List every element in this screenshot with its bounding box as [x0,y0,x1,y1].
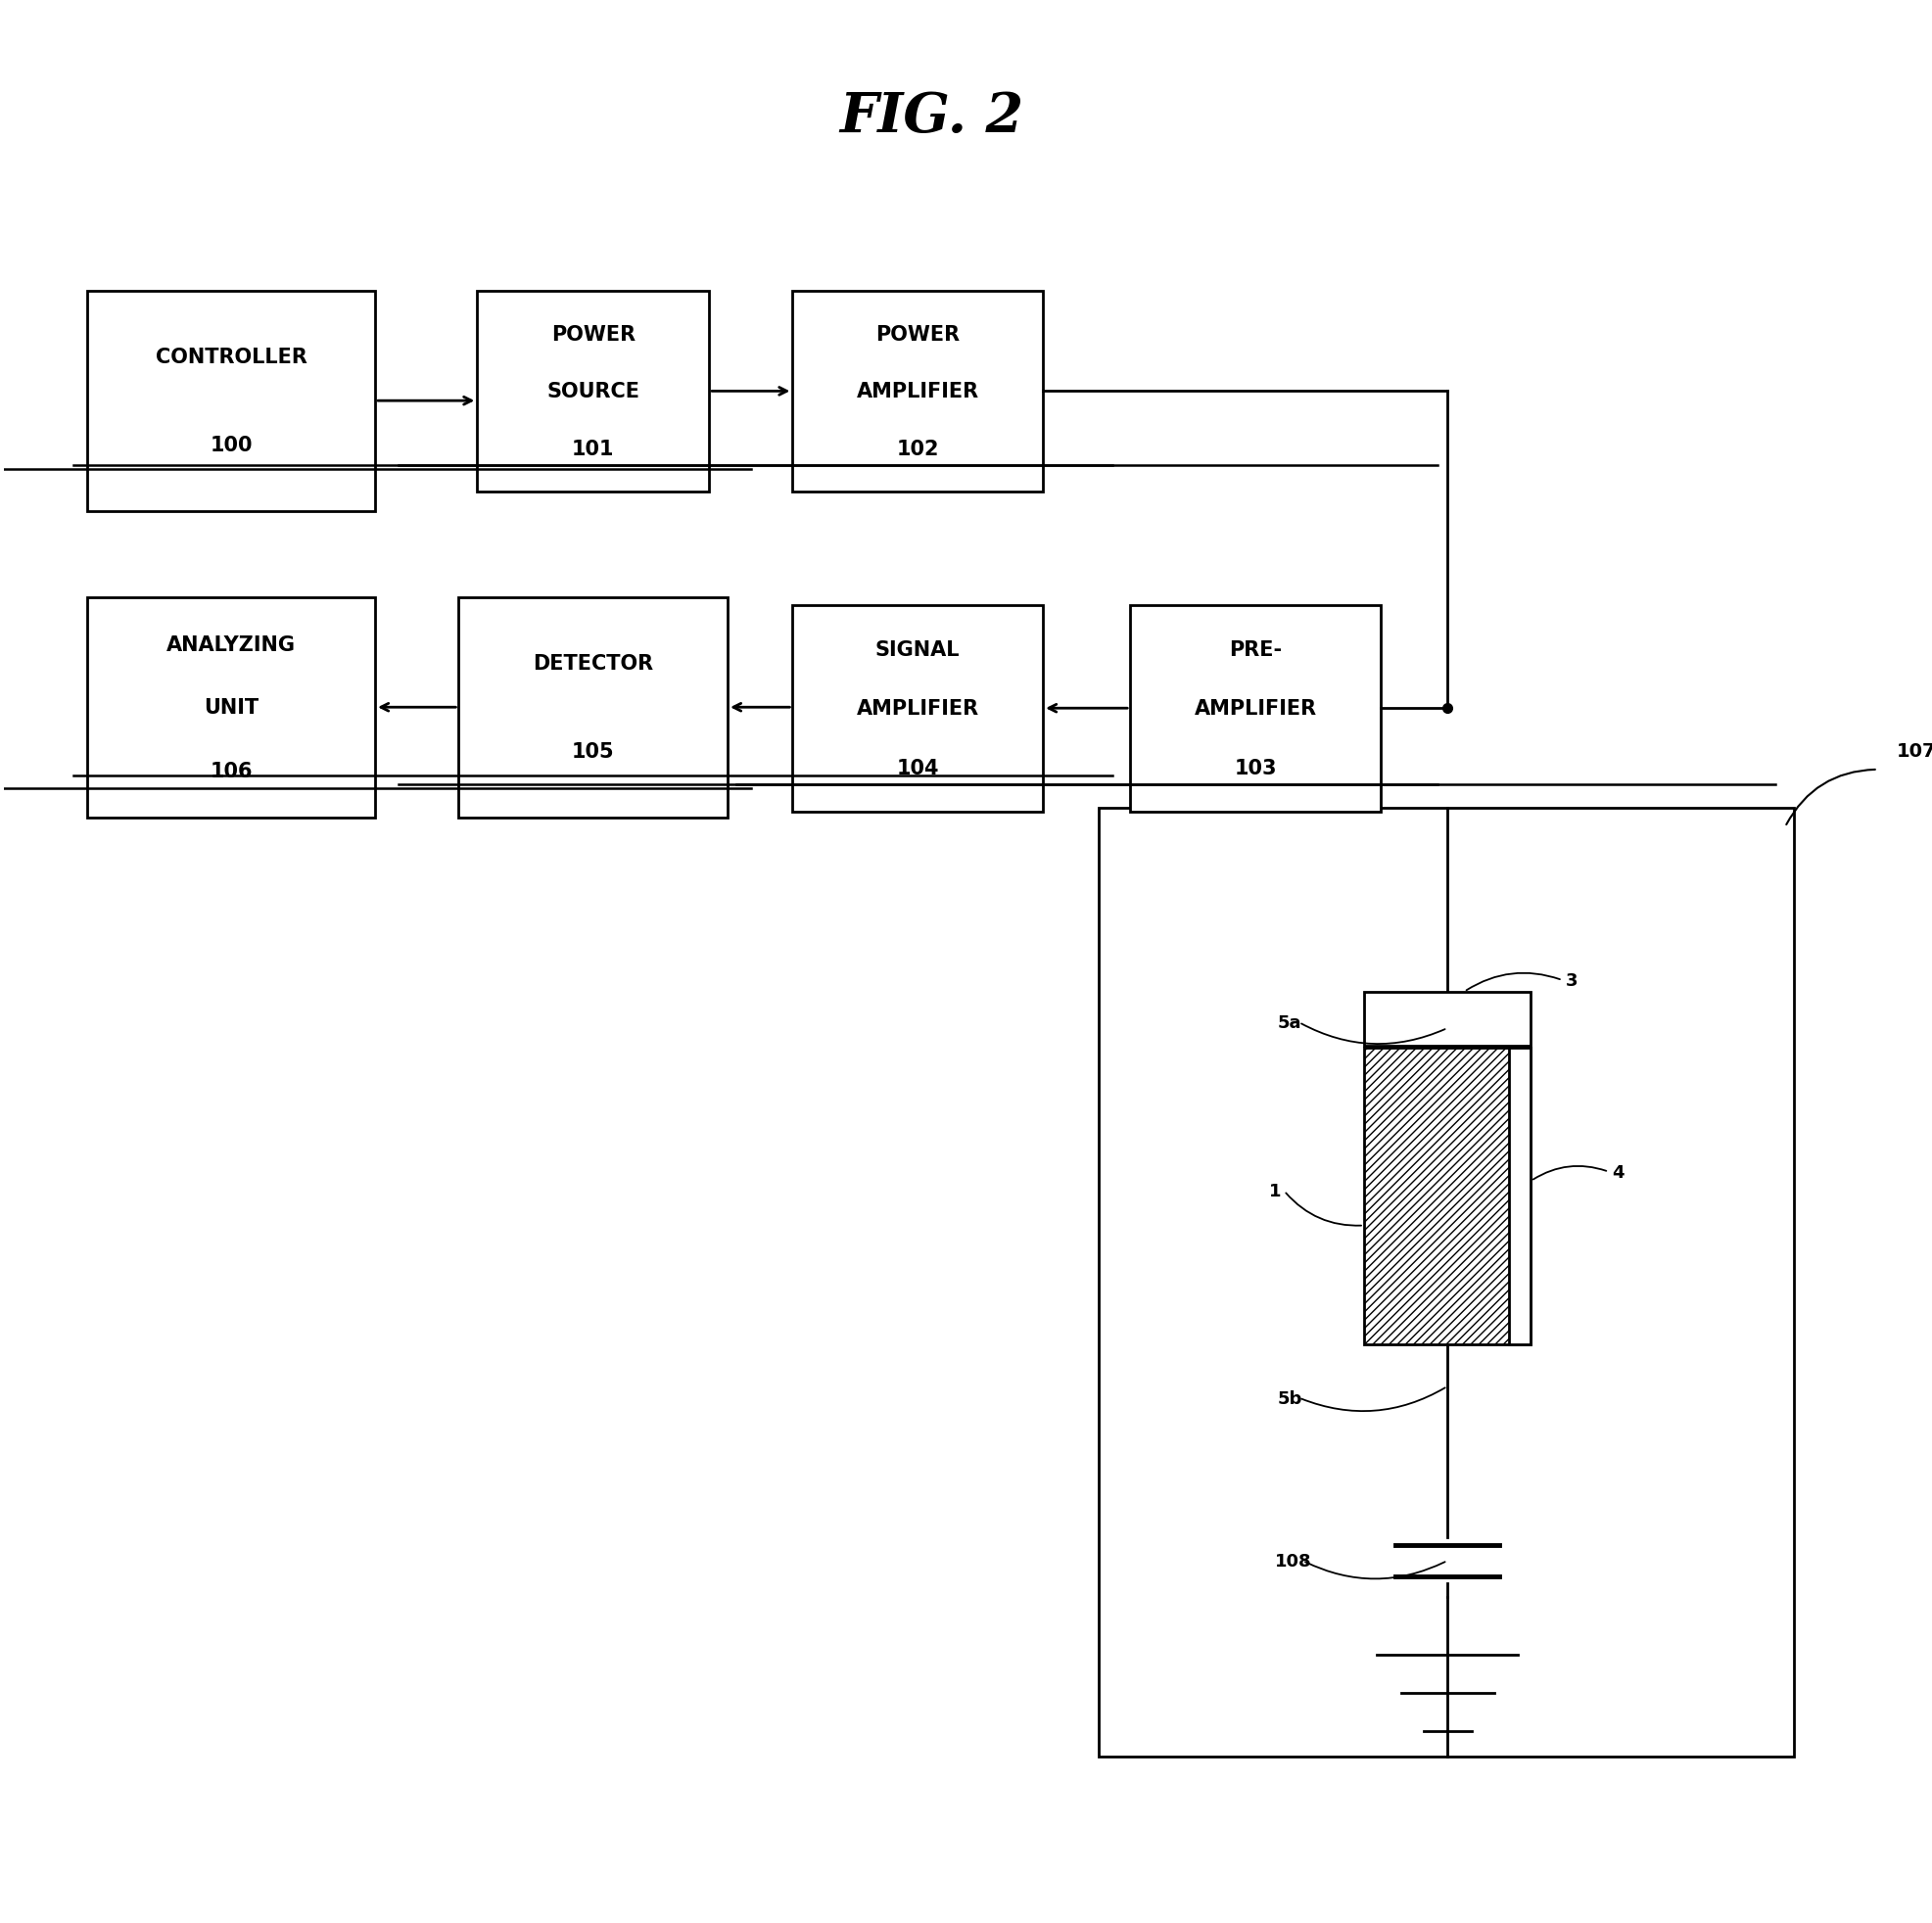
Text: AMPLIFIER: AMPLIFIER [856,698,978,719]
Bar [1097,808,1793,1756]
Bar [792,290,1043,492]
Bar [477,290,709,492]
Bar [1364,1048,1530,1344]
Text: POWER: POWER [551,325,636,344]
Bar [1364,992,1530,1046]
Text: 108: 108 [1275,1552,1312,1569]
Text: SIGNAL: SIGNAL [875,640,960,660]
Text: 5a: 5a [1277,1013,1300,1031]
Text: 101: 101 [572,440,614,460]
Bar [87,290,375,512]
Text: 104: 104 [896,758,939,777]
Text: 107: 107 [1895,742,1932,760]
Text: PRE-: PRE- [1229,640,1281,660]
Text: 105: 105 [572,742,614,762]
Text: 106: 106 [211,762,253,781]
Text: 103: 103 [1233,758,1275,777]
Text: DETECTOR: DETECTOR [533,654,653,673]
Text: 4: 4 [1611,1163,1623,1181]
Text: 5b: 5b [1277,1388,1302,1408]
Text: SOURCE: SOURCE [547,383,639,402]
Text: FIG. 2: FIG. 2 [838,90,1024,144]
Text: POWER: POWER [875,325,960,344]
Text: AMPLIFIER: AMPLIFIER [856,383,978,402]
Text: 3: 3 [1565,971,1577,990]
Bar [792,606,1043,812]
Text: 100: 100 [211,437,253,456]
Bar [1507,1048,1530,1344]
Text: 102: 102 [896,440,939,460]
Text: CONTROLLER: CONTROLLER [155,348,307,367]
Text: UNIT: UNIT [203,698,259,717]
Bar [1130,606,1379,812]
Text: AMPLIFIER: AMPLIFIER [1194,698,1316,719]
Text: ANALYZING: ANALYZING [166,635,296,654]
Text: 1: 1 [1267,1183,1281,1200]
Bar [458,598,726,817]
Bar [87,598,375,817]
